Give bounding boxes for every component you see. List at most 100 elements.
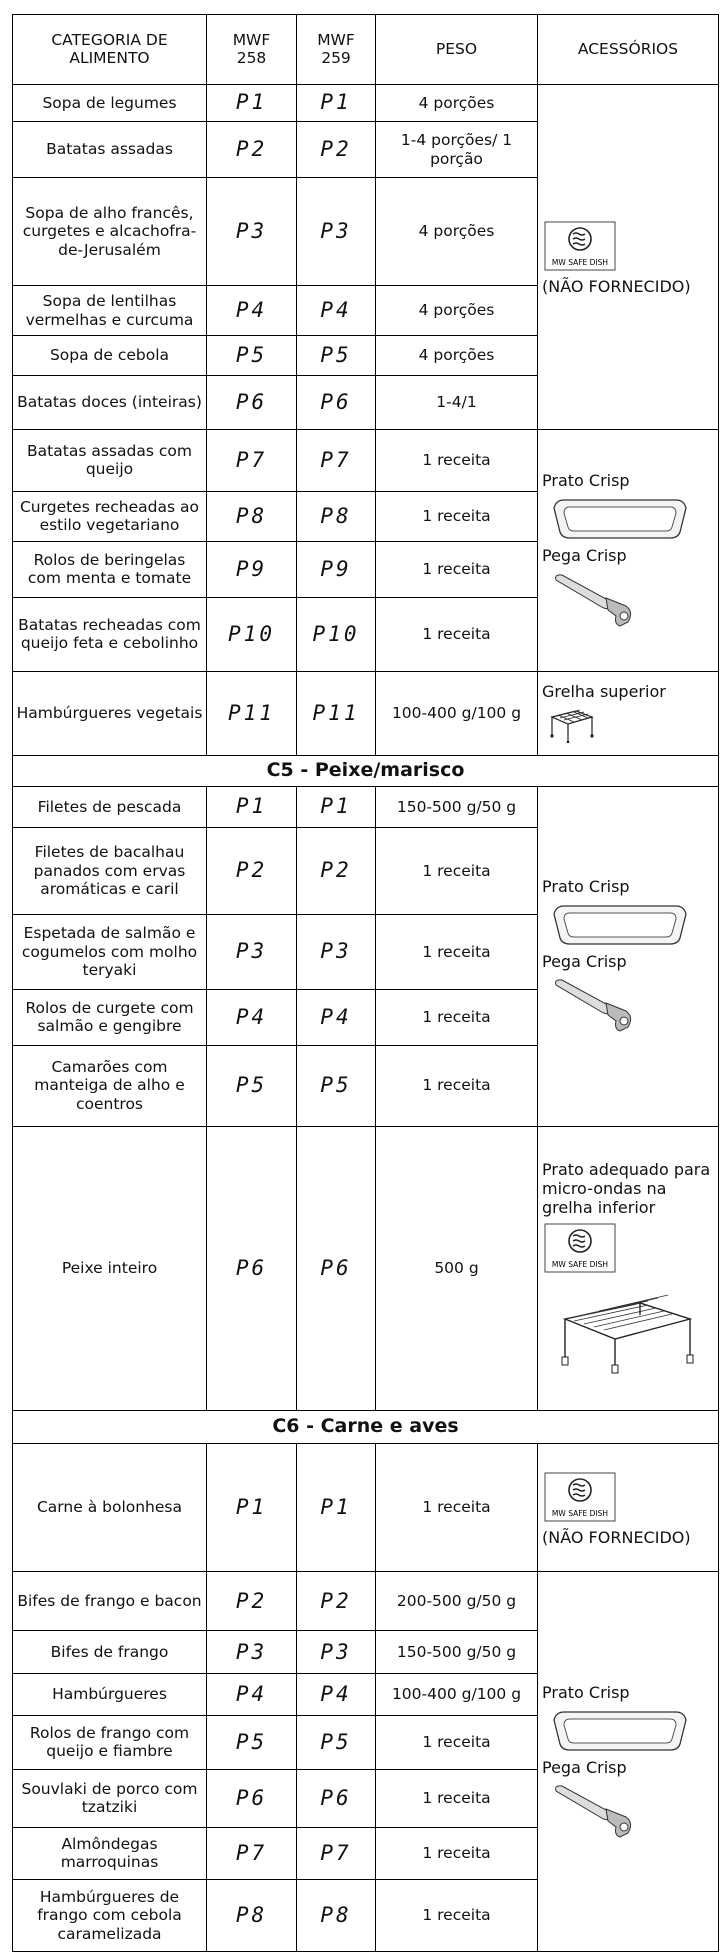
accessory-image — [542, 570, 714, 628]
header-cell: ACESSÓRIOS — [537, 14, 719, 85]
program-row: Filetes de pescada P1 P1 150-500 g/50 g Prat… — [12, 785, 719, 1127]
weight: 1 receita — [375, 826, 538, 916]
program-row: Carne à bolonhesa P1 P1 1 receita MW SAFE D… — [12, 1443, 719, 1573]
section-title: C6 - Carne e aves — [12, 1409, 719, 1445]
weight: 1 receita — [375, 490, 538, 542]
program-row: Rolos de beringelas com menta e tomate P9… — [12, 540, 719, 598]
food-name: Peixe inteiro — [12, 1125, 207, 1411]
program-code: P4 — [296, 1673, 376, 1716]
accessory-image — [542, 1706, 714, 1754]
weight: 1 receita — [375, 1878, 538, 1953]
program-code: P4 — [296, 988, 376, 1046]
food-name: Curgetes recheadas ao estilo vegetariano — [12, 490, 207, 542]
program-code: P6 — [206, 1769, 297, 1828]
accessory-text: Grelha superior — [542, 681, 666, 701]
program-code: P5 — [206, 335, 297, 377]
food-name: Hambúrgueres de frango com cebola carame… — [12, 1878, 207, 1953]
program-row: Sopa de lentilhas vermelhas e curcuma P4 P… — [12, 285, 719, 337]
crisp-tray-image — [553, 1711, 687, 1751]
mw-safe-dish-label: MW SAFE DISH — [552, 258, 608, 267]
accessory-image — [542, 975, 714, 1033]
program-code: P7 — [296, 428, 376, 492]
program-row: Rolos de frango com queijo e fiambre P5 P5… — [12, 1714, 719, 1771]
program-row: Sopa de cebola P5 P5 4 porções — [12, 335, 719, 377]
food-name: Souvlaki de porco com tzatziki — [12, 1769, 207, 1828]
program-code: P5 — [296, 1044, 376, 1127]
food-name: Sopa de cebola — [12, 335, 207, 377]
accessories-cell: MW SAFE DISH (NÃO FORNECIDO) — [537, 1443, 719, 1573]
mw-safe-dish-icon: MW SAFE DISH — [544, 1223, 616, 1273]
section-title: C5 - Peixe/marisco — [12, 754, 719, 787]
weight: 4 porções — [375, 83, 538, 123]
accessory-image: MW SAFE DISH — [542, 221, 714, 271]
weight: 4 porções — [375, 285, 538, 337]
weight: 1 receita — [375, 914, 538, 990]
program-code: P2 — [206, 826, 297, 916]
food-name: Hambúrgueres — [12, 1673, 207, 1716]
program-code: P8 — [296, 1878, 376, 1953]
program-row: Hambúrgueres de frango com cebola carame… — [12, 1878, 719, 1953]
food-name: Batatas assadas com queijo — [12, 428, 207, 492]
accessories-cell: MW SAFE DISH (NÃO FORNECIDO) — [537, 83, 719, 430]
program-row: Hambúrgueres P4 P4 100-400 g/100 g — [12, 1673, 719, 1716]
section-row: C5 - Peixe/marisco — [12, 754, 719, 787]
weight: 100-400 g/100 g — [375, 671, 538, 756]
accessory-text: Prato Crisp — [542, 471, 630, 491]
accessory-text: Prato adequado para micro-ondas na grelh… — [542, 1159, 711, 1218]
accessory-text: Prato Crisp — [542, 1682, 630, 1702]
program-code: P11 — [206, 671, 297, 756]
crisp-tray-image — [553, 905, 687, 945]
program-code: P6 — [296, 1125, 376, 1411]
weight: 1 receita — [375, 1826, 538, 1880]
program-code: P9 — [296, 540, 376, 598]
program-code: P6 — [296, 375, 376, 430]
program-code: P3 — [206, 914, 297, 990]
program-code: P7 — [206, 428, 297, 492]
program-code: P1 — [296, 1443, 376, 1573]
program-code: P2 — [296, 826, 376, 916]
program-code: P6 — [206, 375, 297, 430]
accessories-cell: Prato Crisp Pega Crisp — [537, 1571, 719, 1953]
program-row: Batatas doces (inteiras) P6 P6 1-4/1 — [12, 375, 719, 430]
program-code: P1 — [206, 1443, 297, 1573]
weight: 1 receita — [375, 1769, 538, 1828]
accessory-image — [542, 1279, 714, 1374]
crisp-handle-image — [555, 1785, 632, 1838]
weight: 500 g — [375, 1125, 538, 1411]
header-text: MWF 258 — [232, 30, 271, 68]
mw-safe-dish-icon: MW SAFE DISH — [544, 1472, 616, 1522]
food-name: Sopa de alho francês, curgetes e alcacho… — [12, 177, 207, 287]
accessory-image — [542, 1781, 714, 1839]
food-name: Rolos de beringelas com menta e tomate — [12, 540, 207, 598]
accessory-image: MW SAFE DISH — [542, 1223, 714, 1273]
weight: 1-4/1 — [375, 375, 538, 430]
program-table: CATEGORIA DE ALIMENTO MWF 258 MWF 259 PESO A… — [12, 14, 719, 1953]
weight: 1 receita — [375, 988, 538, 1046]
weight: 1 receita — [375, 1044, 538, 1127]
program-code: P1 — [296, 785, 376, 828]
mw-safe-dish-icon: MW SAFE DISH — [544, 221, 616, 271]
header-cell: MWF 258 — [206, 14, 297, 85]
accessory-text: Pega Crisp — [542, 546, 627, 566]
program-row: Sopa de alho francês, curgetes e alcacho… — [12, 177, 719, 287]
program-code: P2 — [296, 1571, 376, 1631]
food-name: Batatas assadas — [12, 121, 207, 179]
program-code: P10 — [296, 596, 376, 673]
accessories-cell: Prato adequado para micro-ondas na grelh… — [537, 1125, 719, 1411]
food-name: Sopa de lentilhas vermelhas e curcuma — [12, 285, 207, 337]
weight: 150-500 g/50 g — [375, 785, 538, 828]
accessory-image — [542, 703, 714, 748]
program-code: P5 — [296, 1714, 376, 1771]
program-code: P1 — [206, 83, 297, 123]
food-name: Almôndegas marroquinas — [12, 1826, 207, 1880]
weight: 1 receita — [375, 1714, 538, 1771]
accessories-cell: Grelha superior — [537, 671, 719, 756]
accessory-text: (NÃO FORNECIDO) — [542, 1528, 691, 1548]
food-name: Sopa de legumes — [12, 83, 207, 123]
program-code: P8 — [206, 490, 297, 542]
food-name: Batatas doces (inteiras) — [12, 375, 207, 430]
program-code: P3 — [296, 914, 376, 990]
weight: 1 receita — [375, 1443, 538, 1573]
food-name: Bifes de frango e bacon — [12, 1571, 207, 1631]
program-row: Hambúrgueres vegetais P11 P11 100-400 g/100… — [12, 671, 719, 756]
